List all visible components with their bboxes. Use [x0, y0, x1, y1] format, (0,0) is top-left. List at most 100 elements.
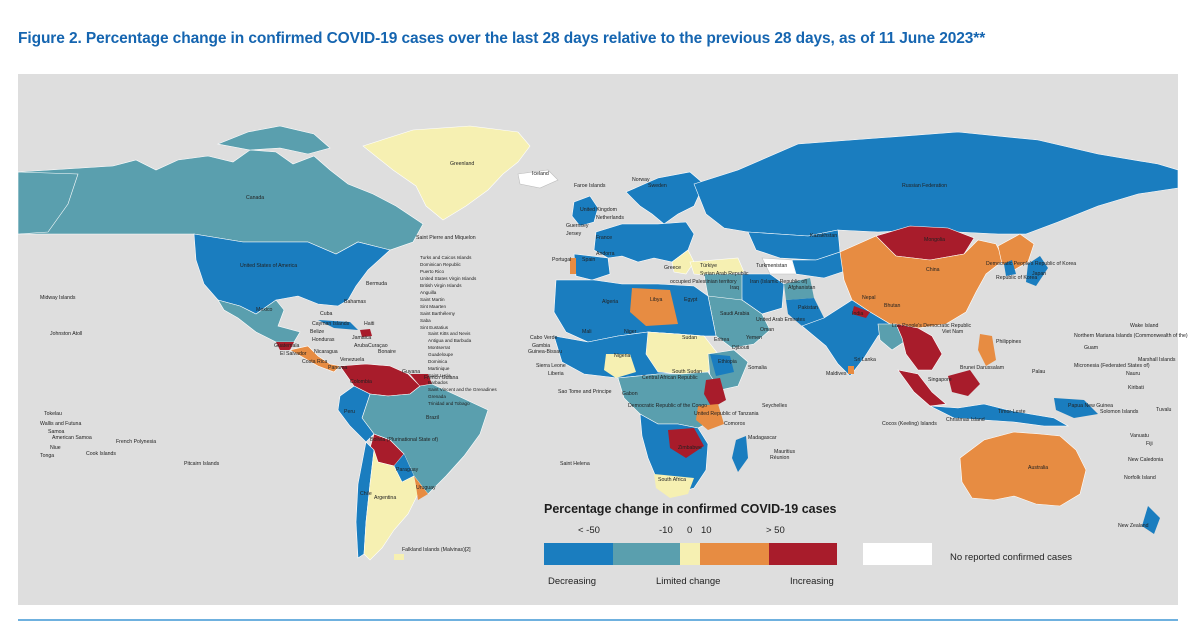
region-haiti: [360, 329, 372, 337]
region-iceland: [517, 169, 559, 189]
legend-tick-neg10: -10: [659, 525, 673, 536]
label-nauru: Nauru: [1126, 371, 1141, 377]
label-reunion: Réunion: [770, 455, 790, 461]
label-jamaica: Jamaica: [352, 335, 372, 341]
region-indochina: [895, 323, 943, 371]
label-caribbean-b-4: Guadeloupe: [428, 352, 454, 357]
label-palau: Palau: [1032, 369, 1046, 375]
label-lao: Lao People's Democratic Republic: [892, 323, 972, 329]
label-madagascar: Madagascar: [748, 435, 777, 441]
label-car: Central African Republic: [642, 375, 698, 381]
region-uruguay: [414, 476, 428, 500]
label-colombia: Colombia: [350, 379, 372, 385]
label-sudan: Sudan: [682, 335, 698, 341]
label-st-helena: Saint Helena: [560, 461, 590, 467]
label-ethiopia: Ethiopia: [718, 359, 737, 365]
label-bolivia: Bolivia (Plurinational State of): [370, 437, 439, 443]
region-argentina: [363, 449, 419, 561]
world-map: Greenland Iceland Canada United States o…: [18, 74, 1188, 605]
label-mauritius: Mauritius: [774, 449, 796, 455]
label-midway: Midway Islands: [40, 295, 76, 301]
legend-swatch-limited-low: [613, 543, 680, 565]
label-india: India: [852, 311, 864, 317]
region-india: [801, 299, 891, 377]
label-kazakhstan: Kazakhstan: [810, 233, 838, 239]
label-bahamas: Bahamas: [344, 299, 366, 305]
label-kiribati: Kiribati: [1128, 385, 1144, 391]
label-chile: Chile: [360, 491, 372, 497]
label-drc: Democratic Republic of the Congo: [628, 403, 708, 409]
label-rok: Republic of Korea: [996, 275, 1038, 281]
legend-title: Percentage change in confirmed COVID-19 …: [544, 502, 837, 516]
label-turkiye: Türkiye: [700, 263, 718, 269]
label-niue: Niue: [50, 445, 61, 451]
label-caribbean-8: Sint Maarten: [420, 304, 447, 309]
label-mexico: Mexico: [256, 307, 273, 313]
label-pakistan: Pakistan: [798, 305, 818, 311]
region-balkans: [671, 249, 695, 275]
region-new-zealand: [1142, 506, 1160, 534]
label-caribbean-b-3: Montserrat: [428, 345, 450, 350]
label-yemen: Yemen: [746, 335, 762, 341]
label-greece: Greece: [664, 265, 682, 271]
label-china: China: [926, 267, 940, 273]
world-map-svg: [18, 74, 1178, 605]
label-caribbean-2: Dominican Republic: [420, 262, 461, 267]
label-libya: Libya: [650, 297, 663, 303]
label-nigeria: Nigeria: [614, 353, 631, 359]
legend-tick-min: < -50: [578, 525, 600, 536]
label-caribbean-b-9: Saint Vincent and the Grenadines: [428, 387, 497, 392]
label-turkmenistan: Turkmenistan: [756, 263, 788, 269]
label-spain: Spain: [582, 257, 596, 263]
label-oman: Oman: [760, 327, 775, 333]
label-gabon: Gabon: [622, 391, 638, 397]
label-france: France: [596, 235, 613, 241]
label-netherlands: Netherlands: [596, 215, 624, 221]
region-arabia: [707, 295, 771, 349]
label-iceland: Iceland: [532, 171, 549, 177]
label-aruba: Aruba: [354, 343, 368, 349]
label-guyana: Guyana: [402, 369, 421, 375]
label-guatemala: Guatemala: [274, 343, 300, 349]
label-tokelau: Tokelau: [44, 411, 62, 417]
region-uk-ireland: [571, 195, 599, 227]
label-egypt: Egypt: [684, 297, 698, 303]
label-guernsey: Guernsey: [566, 223, 589, 229]
legend-caption-decreasing: Decreasing: [548, 576, 597, 587]
label-falkland: Falkland Islands (Malvinas)[2]: [402, 547, 471, 553]
label-guam: Guam: [1084, 345, 1099, 351]
legend-swatch-limited-high: [700, 543, 769, 565]
label-argentina: Argentina: [374, 495, 397, 501]
label-sweden: Sweden: [648, 183, 667, 189]
region-kenya: [704, 378, 726, 408]
label-caribbean-4: United States Virgin Islands: [420, 276, 477, 281]
label-st-pierre: Saint Pierre and Miquelon: [416, 235, 476, 241]
label-caribbean-11: Sint Eustatius: [420, 325, 449, 330]
legend-swatch-increasing: [769, 543, 837, 565]
label-caribbean-10: Saba: [420, 318, 431, 323]
region-libya: [630, 288, 678, 326]
label-honduras: Honduras: [312, 337, 335, 343]
label-eritrea: Eritrea: [714, 337, 730, 343]
label-uae: United Arab Emirates: [756, 317, 806, 323]
label-liberia: Liberia: [548, 371, 564, 377]
label-solomon: Solomon Islands: [1100, 409, 1139, 415]
region-guatemala: [276, 342, 294, 350]
label-wake: Wake Island: [1130, 323, 1159, 329]
label-jersey: Jersey: [566, 231, 582, 237]
label-greenland: Greenland: [450, 161, 475, 167]
label-caribbean-b-11: Trinidad and Tobago: [428, 401, 470, 406]
label-nicaragua: Nicaragua: [314, 349, 338, 355]
label-nepal: Nepal: [862, 295, 876, 301]
region-png: [1054, 398, 1098, 418]
label-algeria: Algeria: [602, 299, 619, 305]
label-wallis: Wallis and Futuna: [40, 421, 82, 427]
label-caribbean-b-6: Martinique: [428, 366, 450, 371]
label-costa-rica: Costa Rica: [302, 359, 328, 365]
label-zimbabwe: Zimbabwe: [678, 445, 702, 451]
figure-title: Figure 2. Percentage change in confirmed…: [18, 30, 986, 47]
label-dprk: Democratic People's Republic of Korea: [986, 261, 1077, 267]
label-russia: Russian Federation: [902, 183, 947, 189]
region-portugal: [570, 258, 576, 274]
label-brunei: Brunei Darussalam: [960, 365, 1005, 371]
